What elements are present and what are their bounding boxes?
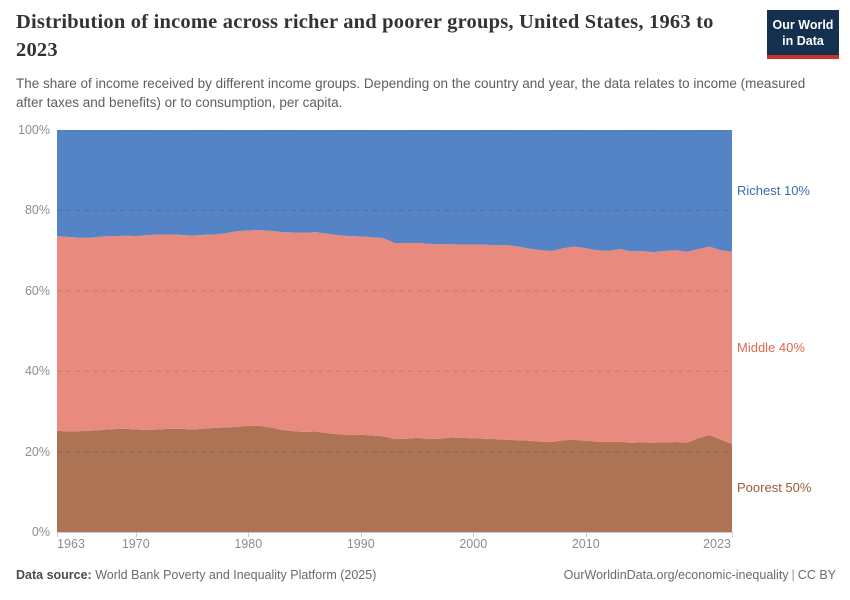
chart-subtitle: The share of income received by differen… (16, 76, 806, 111)
y-tick-label-60: 60% (24, 283, 50, 298)
x-axis-line (57, 532, 732, 533)
y-tick-label-40: 40% (24, 364, 50, 379)
chart-footer: Data source: World Bank Poverty and Ineq… (16, 567, 836, 585)
owid-logo-line1: Our World (772, 18, 834, 32)
stacked-area-svg[interactable] (57, 130, 732, 532)
x-tick-label-2000: 2000 (459, 537, 488, 551)
x-tick-label-2010: 2010 (571, 537, 600, 551)
owid-logo-line2: in Data (782, 34, 824, 49)
x-tick-mark-2023 (732, 532, 733, 537)
y-tick-label-80: 80% (24, 203, 50, 218)
footer-license[interactable]: CC BY (797, 568, 836, 582)
data-source-value: World Bank Poverty and Inequality Platfo… (95, 568, 377, 582)
owid-logo[interactable]: Our World in Data (767, 10, 839, 59)
y-tick-label-0: 0% (31, 525, 50, 539)
x-tick-label-1990: 1990 (346, 537, 375, 551)
x-tick-label-1970: 1970 (121, 537, 150, 551)
y-tick-label-20: 20% (24, 444, 50, 459)
page-title: Distribution of income across richer and… (16, 11, 714, 62)
x-tick-label-1980: 1980 (234, 537, 263, 551)
x-tick-label-2023: 2023 (703, 537, 731, 551)
x-tick-mark-2000 (473, 532, 475, 537)
series-label-middle-40: Middle 40% (737, 339, 805, 355)
area-richest-10[interactable] (57, 130, 732, 253)
x-tick-mark-1963 (57, 532, 58, 537)
x-tick-mark-2010 (585, 532, 587, 537)
x-tick-mark-1970 (135, 532, 137, 537)
area-poorest-50[interactable] (57, 425, 732, 532)
x-tick-mark-1990 (360, 532, 362, 537)
x-tick-mark-1980 (248, 532, 250, 537)
data-source-label: Data source: (16, 568, 92, 582)
y-tick-label-100: 100% (18, 123, 50, 137)
footer-separator: | (791, 568, 795, 582)
footer-url[interactable]: OurWorldinData.org/economic-inequality (563, 568, 789, 582)
x-tick-label-1963: 1963 (57, 537, 85, 551)
series-label-poorest-50: Poorest 50% (737, 479, 812, 495)
data-source: Data source: World Bank Poverty and Ineq… (16, 567, 376, 585)
series-label-richest-10: Richest 10% (737, 182, 810, 198)
footer-rights: OurWorldinData.org/economic-inequality | C… (564, 567, 836, 585)
area-middle-40[interactable] (57, 230, 732, 444)
